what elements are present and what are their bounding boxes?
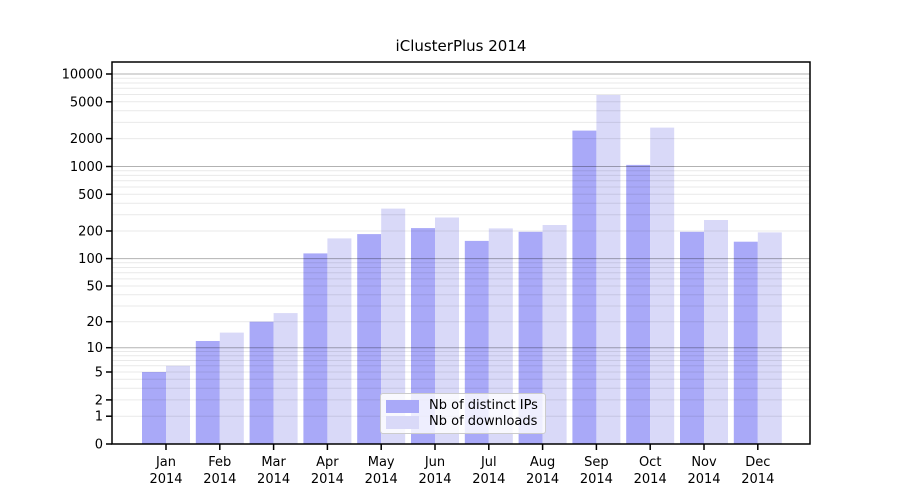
y-tick-label: 10000 [62,68,103,83]
x-tick-label-month: Jan [155,455,176,470]
x-tick-label-month: Sep [584,455,609,470]
y-tick-label: 500 [78,188,103,203]
x-tick-label-year: 2014 [311,472,344,487]
bar-downloads-sep [596,95,621,444]
y-tick-label: 10 [86,341,103,356]
bar-downloads-apr [327,238,352,444]
y-tick-label: 1 [95,410,103,425]
y-tick-label: 1000 [70,160,103,175]
y-tick-label: 100 [78,252,103,267]
bar-distinct-ips-dec [733,241,758,444]
x-tick-label-year: 2014 [149,472,182,487]
x-tick-label-year: 2014 [741,472,774,487]
legend-item-distinct-ips: Nb of distinct IPs [386,398,538,413]
x-tick-label-year: 2014 [634,472,667,487]
legend-item-downloads: Nb of downloads [386,415,537,429]
y-tick-label: 5000 [70,95,103,110]
x-tick-label-year: 2014 [526,472,559,487]
x-tick-label-month: Dec [745,455,770,470]
x-tick-label-year: 2014 [687,472,720,487]
bar-distinct-ips-feb [195,341,220,444]
bar-distinct-ips-may [357,234,382,444]
bar-distinct-ips-jan [142,372,166,444]
y-tick-label: 0 [95,438,103,453]
y-tick-label: 2000 [70,132,103,147]
y-tick-label: 200 [78,225,103,240]
x-tick-label-month: Apr [316,455,339,470]
bar-downloads-oct [650,127,675,444]
legend-swatch-downloads [386,415,419,429]
bar-downloads-nov [704,220,728,444]
x-tick-label-year: 2014 [257,472,290,487]
y-tick-label: 2 [95,393,103,408]
bar-downloads-dec [757,232,782,444]
x-tick-label-month: Jun [424,455,445,470]
bar-distinct-ips-sep [572,130,597,444]
bar-downloads-aug [542,225,567,444]
x-tick-label-month: May [368,455,395,470]
bar-downloads-mar [273,313,298,444]
y-tick-label: 20 [86,315,103,330]
legend: Nb of distinct IPs Nb of downloads [380,393,546,434]
bar-distinct-ips-apr [303,253,328,444]
x-tick-label-year: 2014 [472,472,505,487]
bar-downloads-feb [219,332,244,444]
x-tick-label-month: Oct [639,455,661,470]
y-tick-label: 5 [95,366,103,381]
bar-downloads-jan [166,365,190,444]
x-tick-label-month: Feb [208,455,231,470]
legend-label-distinct-ips: Nb of distinct IPs [429,398,538,413]
y-tick-label: 50 [86,280,103,295]
bar-distinct-ips-mar [249,321,274,444]
x-tick-label-month: Jul [480,455,497,470]
x-tick-label-month: Aug [530,455,555,470]
x-tick-label-year: 2014 [203,472,236,487]
legend-label-downloads: Nb of downloads [429,414,538,429]
x-tick-label-year: 2014 [365,472,398,487]
bar-distinct-ips-oct [626,164,651,444]
x-tick-label-month: Mar [261,455,286,470]
x-tick-label-year: 2014 [418,472,451,487]
legend-swatch-distinct-ips [386,399,419,413]
x-tick-label-year: 2014 [580,472,613,487]
x-tick-label-month: Nov [691,455,717,470]
bar-distinct-ips-nov [680,231,704,444]
plot-border [111,61,811,445]
chart-title: iClusterPlus 2014 [395,37,527,55]
